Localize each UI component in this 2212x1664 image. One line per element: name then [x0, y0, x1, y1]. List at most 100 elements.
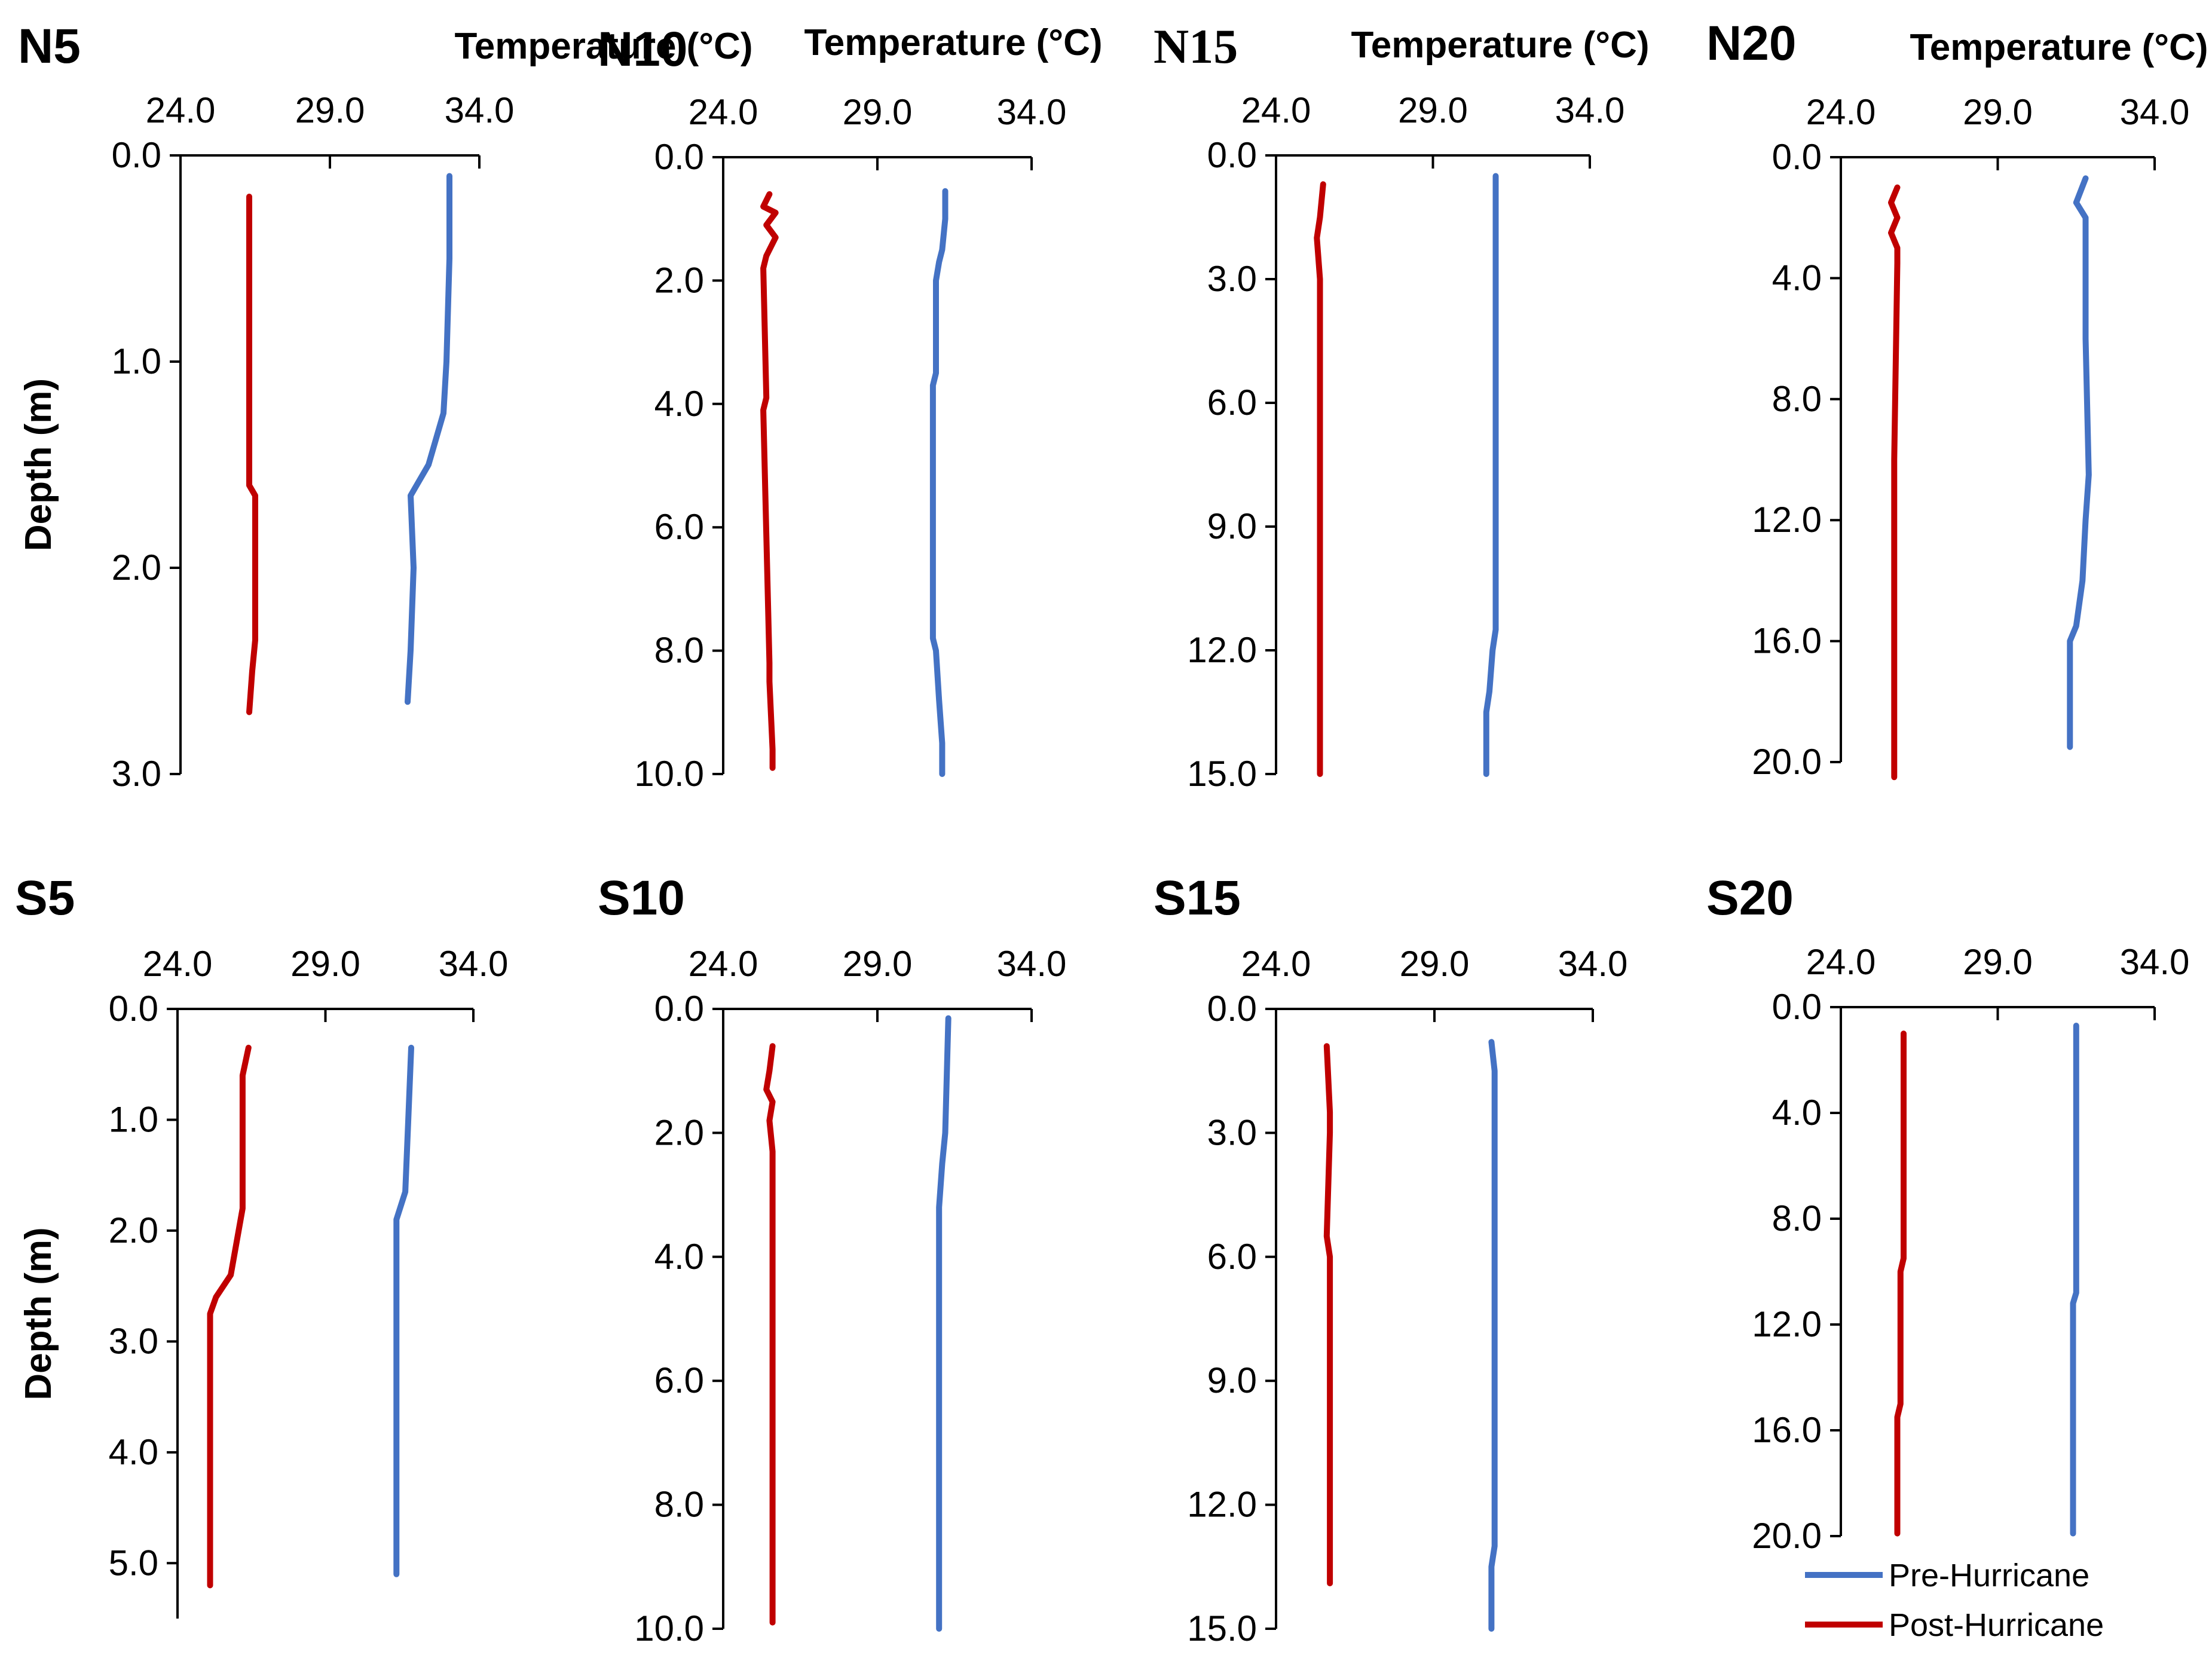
- y-tick-label: 8.0: [1772, 379, 1822, 419]
- x-axis-title: Temperature (°C): [1910, 27, 2208, 68]
- x-tick-label: 24.0: [143, 944, 213, 984]
- x-axis-title: Temperature (°C): [454, 26, 752, 67]
- series-post-hurricane-n10: [760, 191, 779, 771]
- panel-title-s15: S15: [1154, 871, 1241, 925]
- y-tick-label: 6.0: [1207, 1237, 1257, 1277]
- y-tick-label: 6.0: [654, 1360, 704, 1400]
- y-tick-label: 20.0: [1752, 1516, 1822, 1556]
- y-tick-label: 4.0: [109, 1432, 158, 1472]
- series-post-hurricane-s15: [1323, 1043, 1333, 1586]
- y-tick-label: 3.0: [1207, 1112, 1257, 1152]
- y-tick-label: 8.0: [654, 631, 704, 671]
- y-axis-title: Depth (m): [18, 1227, 59, 1400]
- series-pre-hurricane-s10: [936, 1015, 952, 1632]
- y-tick-label: 6.0: [654, 507, 704, 547]
- y-tick-label: 6.0: [1207, 383, 1257, 423]
- panel-title-n5: N5: [18, 19, 81, 74]
- y-tick-label: 4.0: [654, 1237, 704, 1277]
- x-tick-label: 24.0: [689, 944, 758, 984]
- y-tick-label: 12.0: [1752, 500, 1822, 540]
- y-tick-label: 9.0: [1207, 506, 1257, 546]
- y-tick-label: 0.0: [1207, 135, 1257, 175]
- x-tick-label: 29.0: [295, 90, 365, 130]
- x-tick-label: 29.0: [1400, 944, 1470, 984]
- series-post-hurricane-s10: [763, 1043, 776, 1626]
- y-tick-label: 15.0: [1187, 754, 1257, 794]
- series-post-hurricane-n5: [246, 194, 258, 715]
- y-tick-label: 12.0: [1187, 630, 1257, 670]
- legend: Pre-Hurricane Post-Hurricane: [1805, 1558, 2104, 1643]
- panel-title-s20: S20: [1706, 871, 1794, 925]
- x-tick-label: 34.0: [439, 944, 509, 984]
- y-tick-label: 4.0: [1772, 1093, 1822, 1133]
- y-tick-label: 0.0: [112, 135, 161, 175]
- series-pre-hurricane-n15: [1483, 173, 1499, 777]
- x-tick-label: 24.0: [1241, 944, 1311, 984]
- y-tick-label: 3.0: [112, 754, 161, 794]
- x-axis-title: Temperature (°C): [1351, 25, 1649, 66]
- panel-n5: N5 Temperature (°C) Depth (m) 24.0 29.0 34.0 0…: [18, 19, 753, 794]
- x-tick-label: 29.0: [1398, 90, 1468, 130]
- y-tick-label: 0.0: [109, 989, 158, 1029]
- y-tick-label: 0.0: [654, 989, 704, 1029]
- x-tick-label: 29.0: [290, 944, 360, 984]
- y-tick-label: 2.0: [109, 1210, 158, 1250]
- y-tick-label: 3.0: [1207, 259, 1257, 299]
- panel-title-n15: N15: [1154, 19, 1238, 74]
- x-tick-label: 24.0: [1806, 942, 1876, 982]
- series-post-hurricane-s5: [207, 1044, 252, 1589]
- panel-title-n20: N20: [1706, 16, 1796, 71]
- y-tick-label: 2.0: [654, 260, 704, 300]
- x-tick-label: 29.0: [843, 944, 913, 984]
- panel-s5: S5 Depth (m) 24.0 29.0 34.0 0.0 1.0 2.0 3.0 4.0 5.…: [15, 871, 508, 1619]
- x-tick-label: 24.0: [689, 92, 758, 132]
- y-tick-label: 15.0: [1187, 1608, 1257, 1648]
- x-tick-label: 34.0: [2120, 942, 2190, 982]
- panel-title-s10: S10: [598, 871, 685, 925]
- y-tick-label: 0.0: [1772, 987, 1822, 1027]
- series-pre-hurricane-s20: [2070, 1023, 2079, 1537]
- y-tick-label: 8.0: [654, 1485, 704, 1525]
- y-tick-label: 16.0: [1752, 1410, 1822, 1450]
- panel-title-n10: N10: [598, 22, 687, 77]
- x-tick-label: 34.0: [997, 944, 1067, 984]
- x-tick-label: 24.0: [1806, 92, 1876, 132]
- x-tick-label: 29.0: [843, 92, 913, 132]
- series-pre-hurricane-s15: [1488, 1039, 1498, 1632]
- series-post-hurricane-n20: [1888, 184, 1901, 781]
- y-tick-label: 0.0: [1772, 137, 1822, 177]
- x-tick-label: 34.0: [445, 90, 515, 130]
- y-tick-label: 12.0: [1187, 1485, 1257, 1525]
- y-tick-label: 4.0: [654, 384, 704, 424]
- y-tick-label: 10.0: [634, 754, 704, 794]
- y-tick-label: 0.0: [654, 137, 704, 177]
- series-post-hurricane-s20: [1894, 1030, 1907, 1537]
- x-tick-label: 24.0: [146, 90, 216, 130]
- x-tick-label: 34.0: [1558, 944, 1628, 984]
- y-tick-label: 12.0: [1752, 1304, 1822, 1344]
- series-post-hurricane-n15: [1314, 181, 1326, 777]
- x-tick-label: 29.0: [1963, 92, 2033, 132]
- x-tick-label: 34.0: [2120, 92, 2190, 132]
- y-tick-label: 8.0: [1772, 1198, 1822, 1238]
- series-pre-hurricane-n10: [929, 188, 949, 777]
- y-tick-label: 5.0: [109, 1543, 158, 1583]
- y-tick-label: 1.0: [109, 1099, 158, 1139]
- y-tick-label: 16.0: [1752, 621, 1822, 661]
- y-tick-label: 1.0: [112, 341, 161, 381]
- panel-n10: N10 Temperature (°C) 24.0 29.0 34.0 0.0 2.0 4.0…: [598, 22, 1103, 794]
- y-tick-label: 2.0: [654, 1112, 704, 1152]
- y-tick-label: 2.0: [112, 547, 161, 588]
- y-tick-label: 9.0: [1207, 1360, 1257, 1400]
- legend-label-post: Post-Hurricane: [1889, 1607, 2104, 1643]
- series-pre-hurricane-s5: [393, 1044, 414, 1577]
- x-tick-label: 24.0: [1241, 90, 1311, 130]
- y-tick-label: 0.0: [1207, 989, 1257, 1029]
- panel-title-s5: S5: [15, 871, 75, 925]
- x-tick-label: 34.0: [1555, 90, 1625, 130]
- series-pre-hurricane-n20: [2067, 175, 2092, 750]
- y-axis-title: Depth (m): [18, 378, 59, 551]
